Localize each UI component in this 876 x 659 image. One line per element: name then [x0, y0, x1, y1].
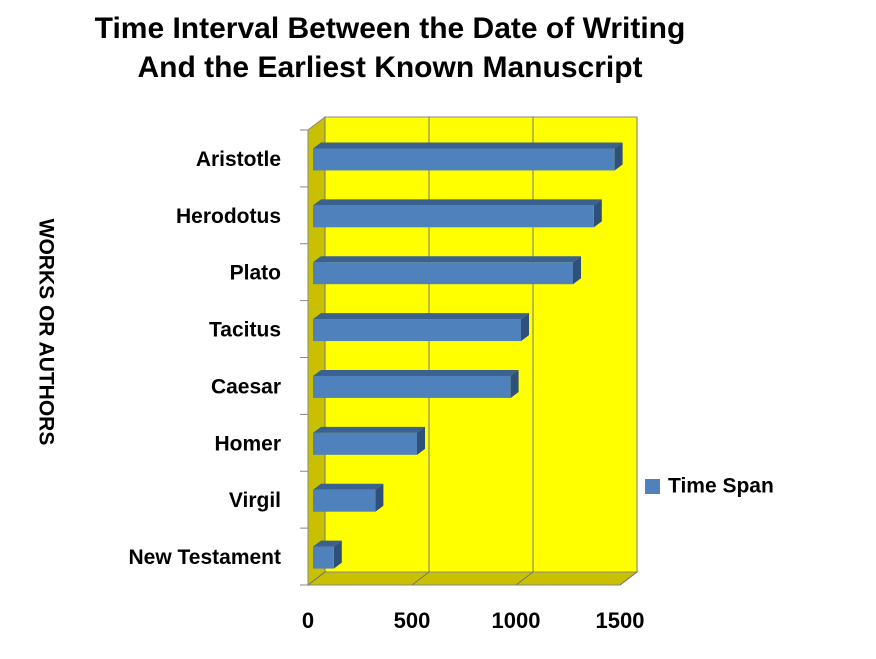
bar-top [313, 483, 384, 490]
bar [313, 489, 376, 512]
bar [313, 432, 417, 455]
bar-top [313, 313, 529, 320]
bar-side [333, 540, 342, 569]
y-tick-label: Homer [214, 432, 281, 455]
y-tick-label: New Testament [129, 546, 282, 569]
grid-line [619, 571, 638, 586]
bar-top [313, 369, 519, 376]
bar-top [313, 142, 623, 149]
bar-top [313, 426, 425, 433]
x-tick-label: 1000 [492, 608, 541, 633]
chart-title: And the Earliest Known Manuscript [137, 51, 642, 84]
y-tick-label: Plato [230, 262, 281, 285]
y-tick-label: Herodotus [176, 205, 281, 228]
floor [306, 571, 639, 586]
bar [313, 205, 594, 228]
bar [313, 262, 573, 285]
side-wall [307, 115, 326, 587]
x-tick-label: 500 [394, 608, 431, 633]
x-tick-label: 0 [302, 608, 314, 633]
bar-top [313, 540, 342, 547]
x-tick-label: 1500 [596, 608, 645, 633]
y-tick-label: Aristotle [196, 148, 281, 171]
grid-line [515, 571, 534, 586]
y-tick-label: Caesar [211, 375, 281, 398]
y-tick-label: Virgil [229, 489, 281, 512]
bar-side [614, 142, 623, 171]
bar [313, 546, 334, 569]
legend-label: Time Span [668, 475, 774, 498]
bar-top [313, 199, 602, 206]
y-tick-label: Tacitus [209, 319, 281, 342]
bar-top [313, 256, 581, 263]
bar-side [593, 199, 602, 228]
bar-side [510, 369, 519, 398]
grid-line [307, 571, 326, 586]
y-axis-label: WORKS OR AUTHORS [34, 219, 57, 446]
bar [313, 148, 615, 171]
legend-swatch [645, 479, 660, 494]
bar [313, 319, 521, 342]
bar [313, 375, 511, 398]
bar-side [417, 426, 425, 455]
bar-side [521, 313, 529, 342]
chart-title: Time Interval Between the Date of Writin… [95, 12, 686, 45]
bar-side [375, 483, 384, 512]
bar-side [573, 256, 581, 285]
grid-line [411, 571, 430, 586]
